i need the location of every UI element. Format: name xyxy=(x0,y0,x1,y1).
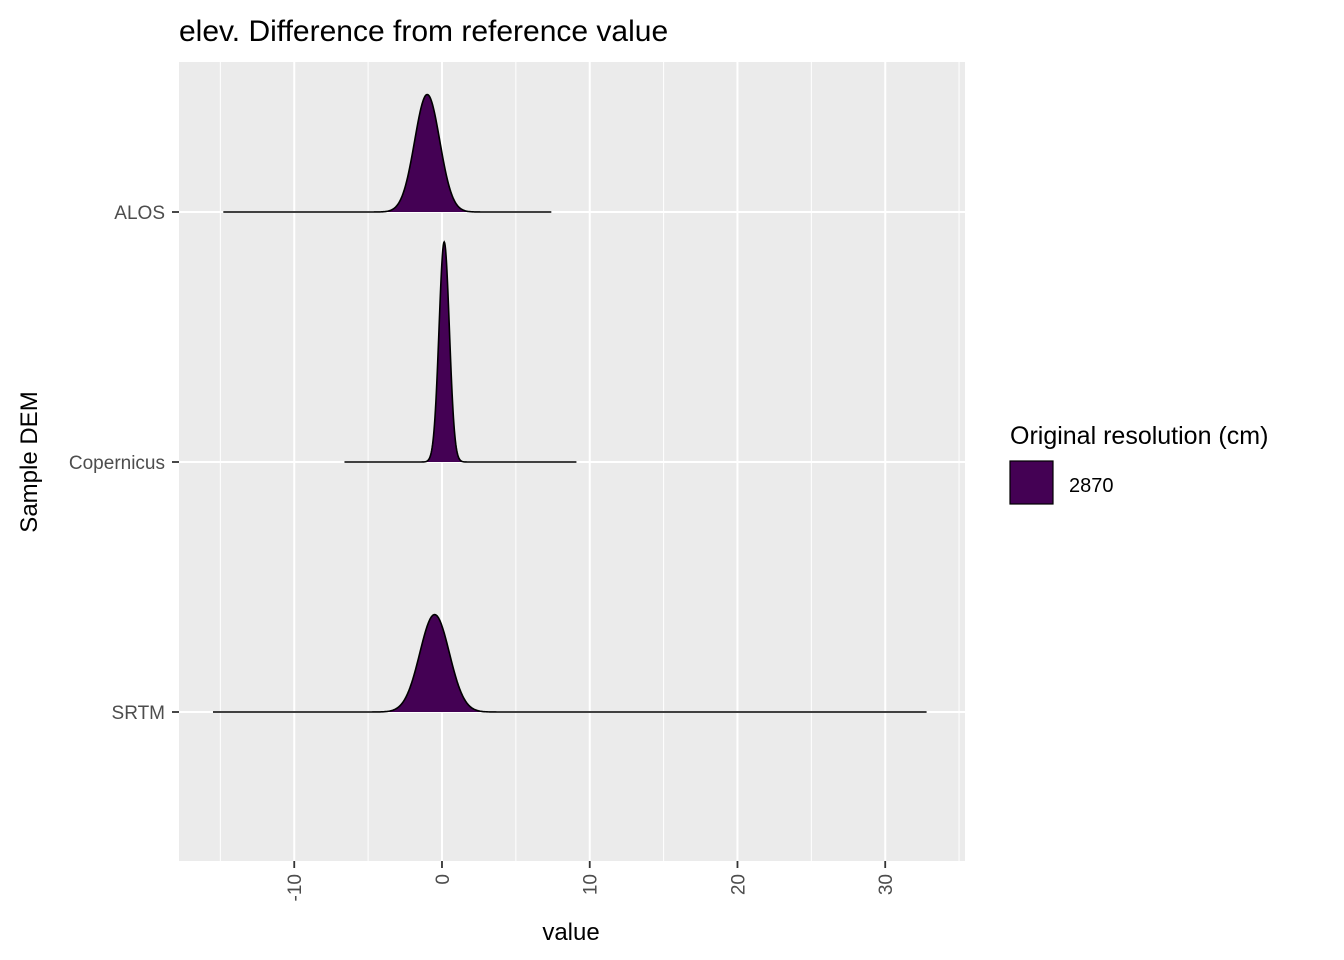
density-ridges xyxy=(212,93,927,713)
legend-label: 2870 xyxy=(1069,475,1114,497)
legend-title: Original resolution (cm) xyxy=(1010,422,1268,450)
legend: Original resolution (cm) 2870 xyxy=(1009,422,1268,505)
x-tick-label: 20 xyxy=(728,874,749,895)
y-tick-label: SRTM xyxy=(112,703,165,724)
x-tick-label: -10 xyxy=(285,874,306,901)
chart-title: elev. Difference from reference value xyxy=(179,15,668,48)
x-tick-label: 30 xyxy=(876,874,897,895)
x-axis: -10 0 10 20 30 xyxy=(285,861,897,901)
density-outline-copernicus xyxy=(344,240,577,463)
y-axis: ALOS Copernicus SRTM xyxy=(69,203,179,724)
density-outline-alos xyxy=(223,93,552,213)
legend-swatch xyxy=(1009,460,1054,505)
y-axis-title: Sample DEM xyxy=(16,391,43,532)
x-axis-title: value xyxy=(542,919,599,946)
y-tick-label: ALOS xyxy=(114,203,165,224)
x-tick-label: 10 xyxy=(581,874,602,895)
x-tick-label: 0 xyxy=(433,874,454,885)
y-tick-label: Copernicus xyxy=(69,453,165,474)
density-outline-srtm xyxy=(212,613,927,713)
